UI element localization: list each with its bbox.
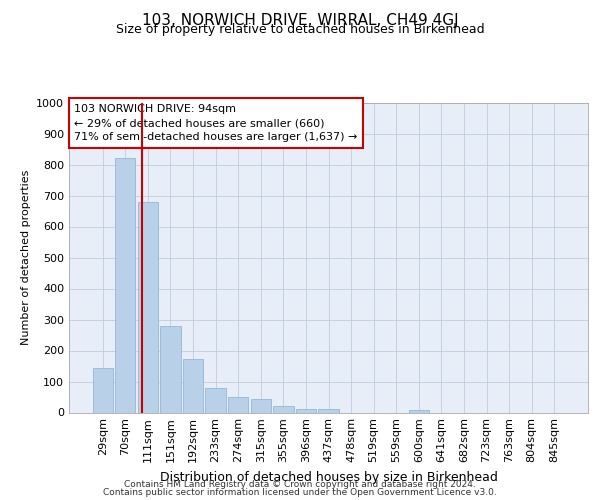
Bar	[228, 397, 248, 412]
Text: 103 NORWICH DRIVE: 94sqm
← 29% of detached houses are smaller (660)
71% of semi-: 103 NORWICH DRIVE: 94sqm ← 29% of detach…	[74, 104, 358, 142]
Y-axis label: Number of detached properties: Number of detached properties	[20, 170, 31, 345]
Bar	[251, 400, 271, 412]
Bar	[205, 388, 226, 412]
Bar	[160, 326, 181, 412]
Bar	[183, 359, 203, 412]
Bar	[409, 410, 429, 412]
Bar	[115, 158, 136, 412]
Text: Size of property relative to detached houses in Birkenhead: Size of property relative to detached ho…	[116, 22, 484, 36]
Bar	[92, 368, 113, 412]
Text: Contains public sector information licensed under the Open Government Licence v3: Contains public sector information licen…	[103, 488, 497, 497]
Text: 103, NORWICH DRIVE, WIRRAL, CH49 4GJ: 103, NORWICH DRIVE, WIRRAL, CH49 4GJ	[142, 12, 458, 28]
Bar	[138, 202, 158, 412]
X-axis label: Distribution of detached houses by size in Birkenhead: Distribution of detached houses by size …	[160, 471, 497, 484]
Bar	[296, 409, 316, 412]
Bar	[273, 406, 293, 412]
Bar	[319, 410, 338, 412]
Text: Contains HM Land Registry data © Crown copyright and database right 2024.: Contains HM Land Registry data © Crown c…	[124, 480, 476, 489]
